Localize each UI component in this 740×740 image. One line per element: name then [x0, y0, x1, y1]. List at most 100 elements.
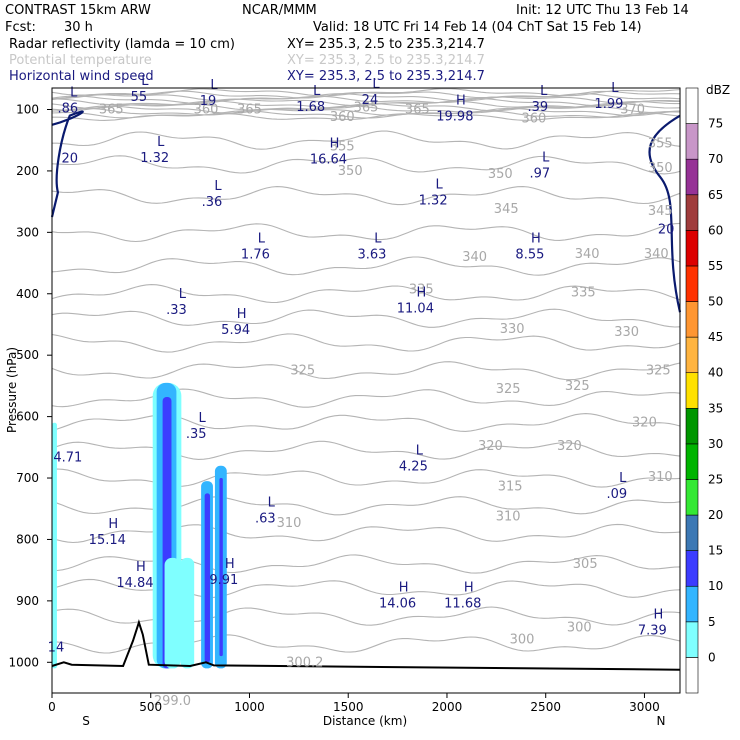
theta-label: 310: [277, 516, 302, 531]
wind-contour-label: 20: [62, 152, 79, 167]
theta-label: 360: [521, 112, 546, 127]
extrema-value: 55: [131, 90, 148, 105]
legend-swatch: [685, 265, 699, 302]
extrema-marker: H: [237, 307, 247, 322]
theta-label: 325: [565, 379, 590, 394]
legend-swatch: [685, 657, 699, 694]
extrema-value: 3.63: [357, 248, 386, 263]
theta-contour: [51, 102, 681, 112]
extrema-marker: H: [108, 517, 118, 532]
theta-label: 320: [632, 416, 657, 431]
x-tick-label: 2000: [432, 700, 463, 714]
extrema-value: .86: [57, 101, 78, 116]
x-tick-label: 2500: [530, 700, 561, 714]
extrema-value: 1.99: [594, 97, 623, 112]
theta-contour: [51, 361, 681, 381]
theta-label: 330: [614, 325, 639, 340]
theta-label: 365: [99, 102, 124, 117]
legend-level-label: 0: [708, 650, 716, 664]
theta-label: 299.0: [154, 694, 191, 709]
legend-swatch: [685, 301, 699, 338]
legend-swatch: [685, 550, 699, 587]
legend-level-label: 35: [708, 401, 723, 415]
x-tick-label: 500: [139, 700, 162, 714]
y-tick-label: 500: [16, 348, 39, 362]
theta-label: 360: [330, 110, 355, 125]
y-tick-label: 700: [16, 471, 39, 485]
extrema-marker: L: [258, 232, 266, 247]
theta-label: 300.2: [286, 655, 323, 670]
theta-contour: [51, 186, 681, 206]
extrema-marker: L: [416, 444, 424, 459]
field-xy-0: XY= 235.3, 2.5 to 235.3,214.7: [287, 37, 485, 52]
reflectivity-cell: [180, 557, 195, 669]
theta-label: 365: [237, 102, 262, 117]
theta-label: 300: [567, 620, 592, 635]
extrema-marker: H: [653, 608, 663, 623]
theta-label: 350: [648, 161, 673, 176]
wind-speed-contours: [50, 110, 682, 313]
extrema-marker: H: [225, 557, 235, 572]
wind-contour: [50, 110, 84, 218]
theta-label: 335: [409, 282, 434, 297]
axes: 0 500 1000 1500 2000 2500 3000 100 200 300 400 500 6…: [8, 102, 659, 714]
y-tick-label: 600: [16, 410, 39, 424]
theta-contour: [51, 308, 681, 328]
extrema-value: .63: [255, 512, 276, 527]
theta-label: 345: [648, 204, 673, 219]
reflectivity-cell: [164, 557, 181, 669]
extrema-marker: L: [214, 179, 222, 194]
legend-swatch: [685, 230, 699, 267]
extrema-marker: L: [374, 232, 382, 247]
model-title: CONTRAST 15km ARW: [5, 3, 151, 18]
legend-level-label: 25: [708, 472, 723, 486]
theta-contour: [51, 256, 681, 276]
extrema-marker: L: [141, 74, 149, 89]
field-list: Radar reflectivity (lamda = 10 cm) XY= 23…: [9, 37, 485, 84]
legend-swatch: [685, 194, 699, 231]
theta-contour: [51, 105, 681, 114]
extrema-value: 11.68: [444, 596, 481, 611]
field-name-1: Potential temperature: [9, 53, 152, 68]
extrema-value: 4.25: [399, 460, 428, 475]
extrema-value: 1.68: [296, 100, 325, 115]
theta-label: 310: [496, 510, 521, 525]
theta-label: 335: [571, 286, 596, 301]
extrema-value: .39: [527, 100, 548, 115]
theta-contour: [51, 107, 681, 117]
theta-label: 350: [338, 164, 363, 179]
theta-label: 370: [620, 102, 645, 117]
x-tick-label: 1000: [234, 700, 265, 714]
legend-swatch: [685, 407, 699, 445]
plot-frame: [51, 87, 681, 694]
theta-label: 320: [557, 439, 582, 454]
legend-unit: dBZ: [706, 83, 730, 97]
theta-label: 345: [494, 202, 519, 217]
y-tick-label: 300: [16, 225, 39, 239]
wind-contour: [648, 114, 682, 313]
extrema-marker: H: [399, 580, 409, 595]
theta-contour: [51, 93, 681, 102]
extrema-marker: L: [157, 135, 165, 150]
fcst-label: Fcst:: [5, 20, 36, 35]
legend-level-label: 20: [708, 508, 723, 522]
legend-swatch: [685, 158, 699, 196]
theta-label: 325: [496, 382, 521, 397]
legend-swatch: [685, 585, 699, 623]
legend-level-label: 55: [708, 259, 723, 273]
extrema-value: .35: [186, 427, 207, 442]
legend-level-label: 50: [708, 295, 723, 309]
y-tick-label: 100: [16, 102, 39, 116]
field-xy-1: XY= 235.3, 2.5 to 235.3,214.7: [287, 53, 485, 68]
extrema-marker: H: [416, 286, 426, 301]
extrema-value: 19: [200, 94, 217, 109]
extrema-value: .36: [202, 195, 223, 210]
extrema-value: .33: [166, 303, 187, 318]
extrema-value: 16.64: [310, 152, 347, 167]
legend-level-label: 40: [708, 366, 723, 380]
south-label: S: [82, 714, 90, 728]
legend-level-label: 5: [708, 615, 716, 629]
